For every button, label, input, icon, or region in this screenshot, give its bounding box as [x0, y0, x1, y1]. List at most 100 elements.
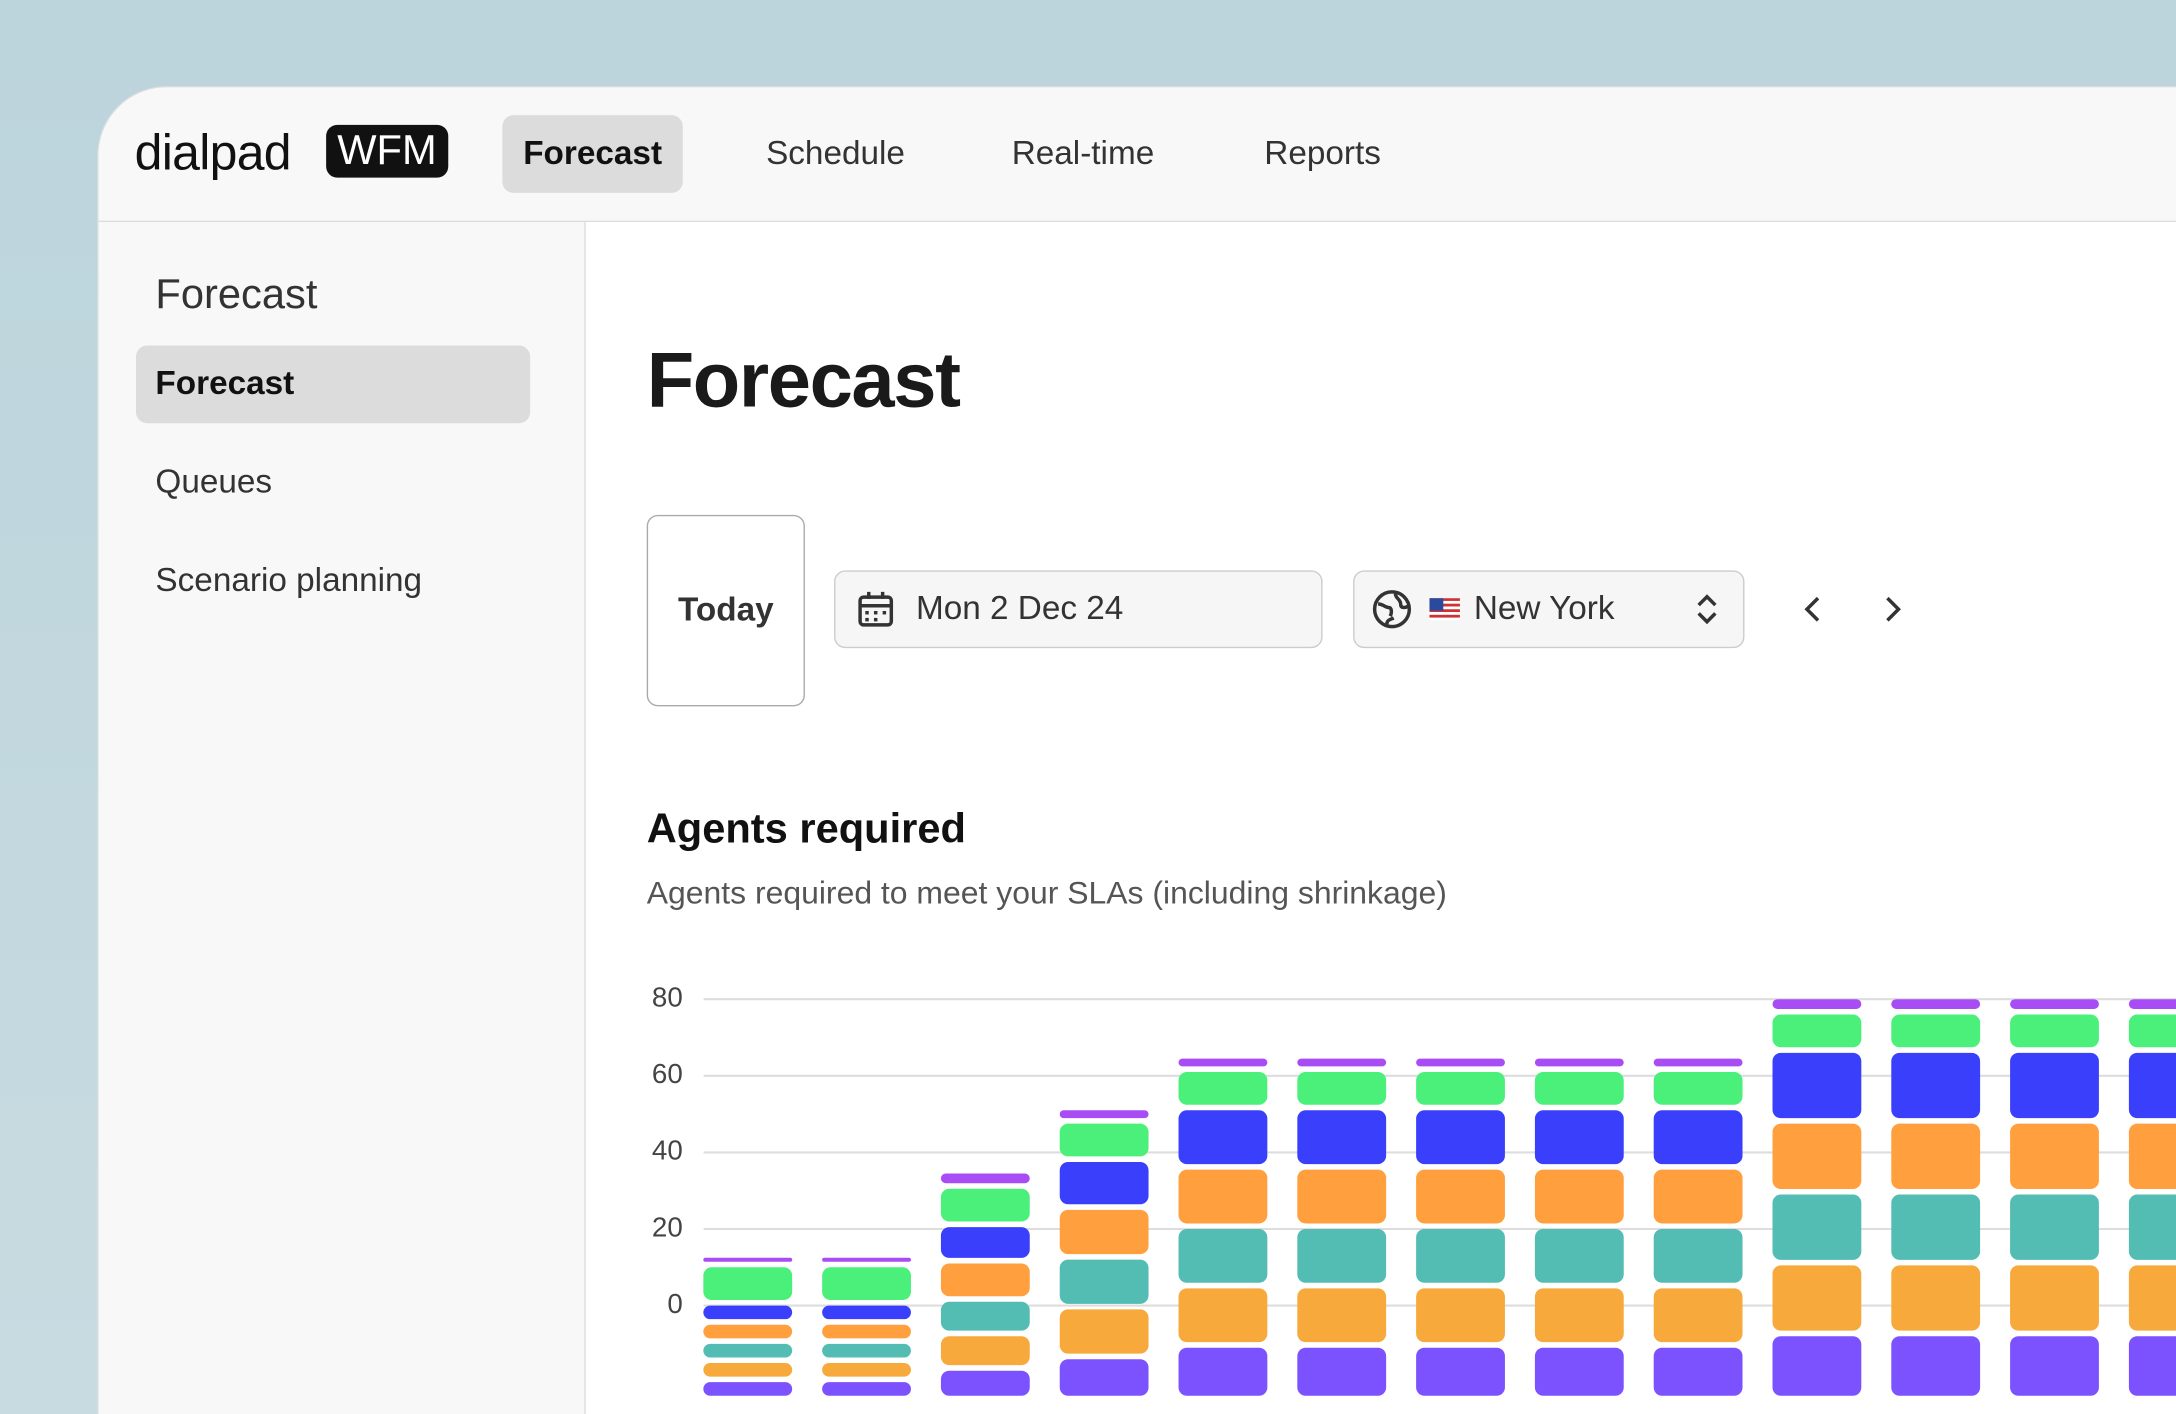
bar-segment — [1059, 1309, 1149, 1354]
bar-segment — [1891, 999, 1981, 1009]
bar-segment — [703, 1257, 793, 1262]
flag-icon — [1429, 598, 1460, 621]
bar-segment — [1297, 1071, 1387, 1105]
bar-segment — [1416, 1071, 1505, 1105]
bar-segment — [1297, 1169, 1387, 1224]
bar-segment — [703, 1324, 793, 1339]
next-button[interactable] — [1878, 593, 1906, 626]
nav-tab[interactable]: Real-time — [1011, 134, 1155, 173]
bar-segment — [2010, 1265, 2099, 1331]
bar-segment — [703, 1363, 793, 1377]
bar-segment — [1653, 1071, 1743, 1105]
bar-segment — [1534, 1110, 1624, 1165]
sidebar-item[interactable]: Scenario planning — [155, 562, 423, 600]
section-subtitle: Agents required to meet your SLAs (inclu… — [646, 874, 1447, 911]
bar-segment — [1178, 1228, 1268, 1283]
bar-segment — [940, 1188, 1030, 1222]
bar-segment — [703, 1382, 793, 1396]
bar-segment — [1178, 1288, 1268, 1343]
bar-segment — [1297, 1110, 1387, 1165]
bar-segment — [940, 1301, 1030, 1331]
chart: 0 20 40 60 80 — [652, 982, 2176, 1396]
bar-segment — [2010, 999, 2099, 1009]
bar-segment — [822, 1305, 911, 1320]
bar-segment — [1891, 1194, 1981, 1260]
bar-segment — [2010, 1194, 2099, 1260]
bar-segment — [1653, 1058, 1743, 1067]
sidebar-item[interactable]: Forecast — [136, 345, 531, 424]
bar-segment — [1653, 1110, 1743, 1165]
bar-segment — [822, 1257, 911, 1262]
bar-segment — [940, 1336, 1030, 1366]
location-select[interactable]: New York — [1353, 570, 1745, 649]
bar-segment — [1178, 1110, 1268, 1165]
y-tick-label: 0 — [667, 1288, 682, 1319]
bar-segment — [1297, 1347, 1387, 1396]
bar-segment — [1772, 1123, 1862, 1189]
bar-segment — [1534, 1071, 1624, 1105]
bar-segment — [1178, 1169, 1268, 1224]
y-tick-label: 60 — [652, 1058, 683, 1089]
bar-segment — [1059, 1123, 1149, 1157]
bar-segment — [1416, 1110, 1505, 1165]
bar-segment — [822, 1267, 911, 1301]
bar-segment — [1178, 1058, 1268, 1067]
bar-segment — [940, 1173, 1030, 1184]
bar-segment — [1178, 1071, 1268, 1105]
bar-segment — [822, 1324, 911, 1339]
bar-segment — [940, 1263, 1030, 1297]
bar-segment — [1534, 1347, 1624, 1396]
bar-segment — [940, 1227, 1030, 1258]
top-nav: dialpad WFM Forecast Schedule Real-time Rep… — [98, 87, 2176, 223]
bar-segment — [1772, 1052, 1862, 1119]
bar-segment — [1653, 1228, 1743, 1283]
calendar-icon — [858, 591, 894, 627]
today-button[interactable]: Today — [646, 514, 805, 707]
bar-segment — [2128, 1336, 2176, 1396]
sidebar-item[interactable]: Queues — [155, 463, 273, 501]
bar-segment — [2010, 1336, 2099, 1396]
bar-segment — [1534, 1228, 1624, 1283]
bar-segment — [940, 1370, 1030, 1396]
nav-tab[interactable]: Schedule — [766, 134, 905, 173]
nav-tab[interactable]: Forecast — [502, 115, 683, 193]
bar-segment — [1891, 1265, 1981, 1331]
bar-segment — [1416, 1058, 1505, 1067]
bar-segment — [1416, 1169, 1505, 1224]
select-chevrons — [1697, 594, 1717, 625]
bar-segment — [1772, 1194, 1862, 1260]
section-title: Agents required — [646, 806, 966, 853]
date-picker[interactable]: Mon 2 Dec 24 — [834, 570, 1323, 649]
bar-segment — [822, 1363, 911, 1377]
bar-segment — [1059, 1110, 1149, 1119]
bar-segment — [1891, 1052, 1981, 1119]
bar-segment — [1297, 1058, 1387, 1067]
bar-segment — [1416, 1228, 1505, 1283]
prev-button[interactable] — [1800, 593, 1828, 626]
bar-segment — [1178, 1347, 1268, 1396]
location-text: New York — [1473, 589, 1615, 628]
bar-segment — [703, 1305, 793, 1320]
brand-badge: WFM — [326, 124, 448, 178]
bar-segment — [1059, 1259, 1149, 1304]
bar-segment — [1534, 1288, 1624, 1343]
bar-segment — [1534, 1169, 1624, 1224]
page-title: Forecast — [646, 335, 961, 424]
bar-segment — [1059, 1359, 1149, 1396]
nav-tab[interactable]: Reports — [1264, 134, 1381, 173]
brand: dialpad — [134, 123, 292, 181]
bar-segment — [2010, 1123, 2099, 1189]
bar-segment — [703, 1343, 793, 1358]
bar-segment — [1891, 1336, 1981, 1396]
bar-segment — [1416, 1347, 1505, 1396]
y-tick-label: 20 — [652, 1211, 683, 1242]
bar-segment — [1772, 1014, 1862, 1048]
bar-segment — [1772, 1336, 1862, 1396]
bar-segment — [2128, 1052, 2176, 1119]
bar-segment — [1416, 1288, 1505, 1343]
sidebar-heading: Forecast — [155, 272, 318, 318]
bar-segment — [1653, 1347, 1743, 1396]
bar-segment — [2128, 999, 2176, 1009]
